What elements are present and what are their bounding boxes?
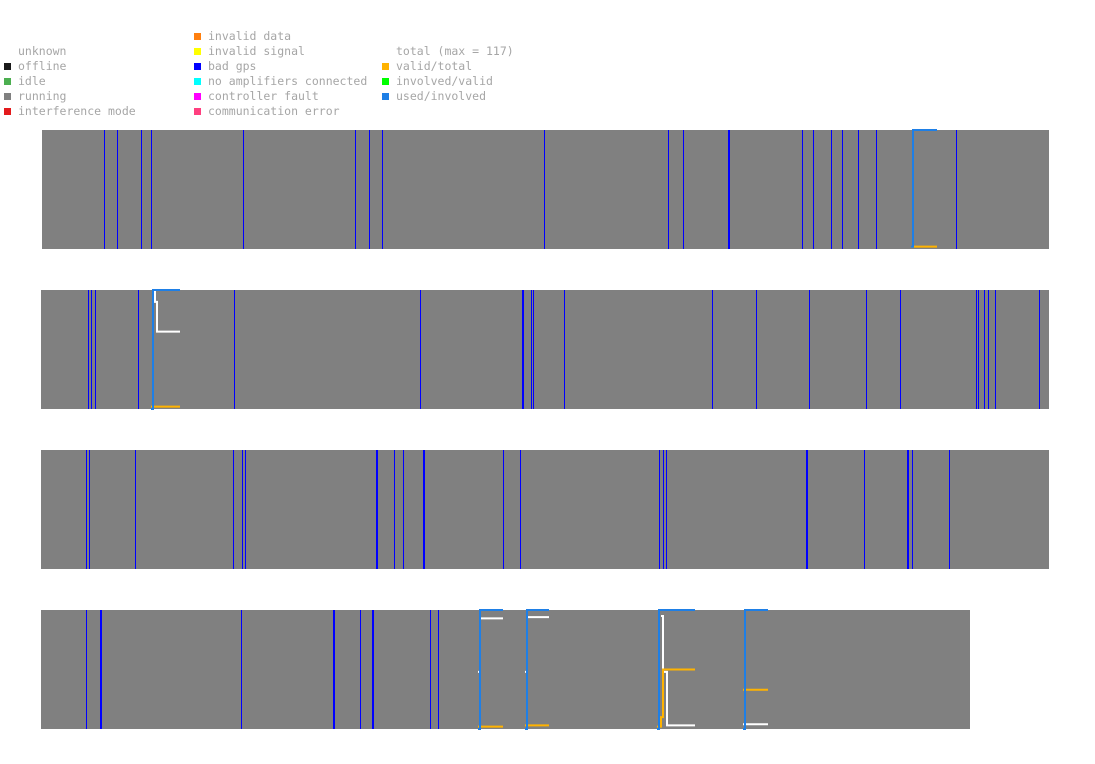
legend-label: used/involved bbox=[396, 89, 487, 103]
legend-label: no amplifiers connected bbox=[208, 74, 368, 88]
timeline-row bbox=[41, 609, 970, 730]
legend-swatch bbox=[194, 108, 201, 115]
legend-swatch bbox=[4, 93, 11, 100]
legend-swatch bbox=[194, 63, 201, 70]
running-band bbox=[41, 610, 970, 729]
legend-swatch bbox=[194, 93, 201, 100]
legend-swatch bbox=[4, 63, 11, 70]
legend-swatch bbox=[4, 108, 11, 115]
running-band bbox=[42, 130, 1049, 249]
legend-label: offline bbox=[18, 59, 67, 73]
legend-label: interference mode bbox=[18, 104, 136, 118]
legend-swatch bbox=[194, 33, 201, 40]
timeline-row bbox=[41, 450, 1049, 569]
legend-swatch bbox=[382, 93, 389, 100]
involved-valid-line bbox=[661, 614, 695, 727]
valid-total-line bbox=[657, 668, 695, 728]
running-band bbox=[41, 450, 1049, 569]
timeline-row bbox=[41, 289, 1049, 410]
legend-swatch bbox=[194, 78, 201, 85]
legend-label: bad gps bbox=[208, 59, 257, 73]
used-involved-line bbox=[743, 609, 768, 730]
used-involved-line bbox=[151, 289, 180, 410]
legend-swatch bbox=[382, 78, 389, 85]
legend-label: idle bbox=[18, 74, 46, 88]
legend-swatch bbox=[194, 48, 201, 55]
legend-label: unknown bbox=[18, 44, 67, 58]
used-involved-line bbox=[525, 609, 549, 730]
legend-label: controller fault bbox=[208, 89, 319, 103]
legend-swatch bbox=[4, 78, 11, 85]
legend-label: invalid signal bbox=[208, 44, 305, 58]
timeline-row bbox=[42, 129, 1049, 249]
used-involved-line bbox=[657, 609, 695, 730]
used-involved-line bbox=[911, 129, 937, 248]
legend-swatch bbox=[382, 63, 389, 70]
legend-label: running bbox=[18, 89, 67, 103]
legend-label: total (max = 117) bbox=[396, 44, 514, 58]
running-band bbox=[41, 290, 1049, 409]
legend-label: involved/valid bbox=[396, 74, 493, 88]
legend-label: invalid data bbox=[208, 29, 292, 43]
legend-label: valid/total bbox=[396, 59, 473, 73]
used-involved-line bbox=[478, 609, 503, 730]
legend-label: communication error bbox=[208, 104, 340, 118]
